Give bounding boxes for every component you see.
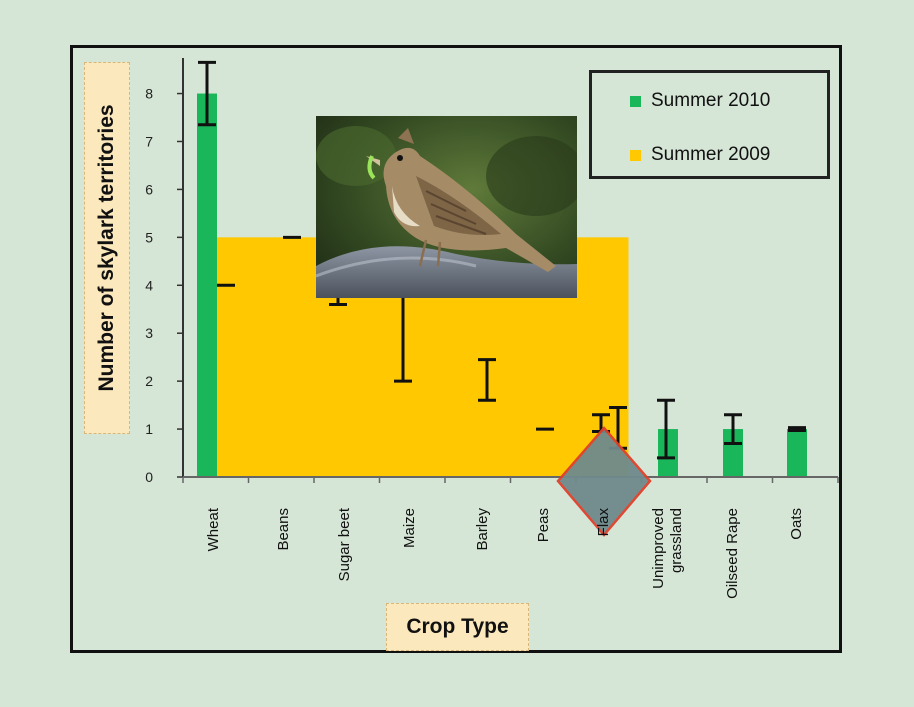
bar-2010-unimproved-grassland [658,429,678,477]
flax-diamond-marker [556,426,652,537]
legend: Summer 2010 Summer 2009 [589,70,830,179]
legend-item-2010: Summer 2010 [630,90,770,112]
y-axis-label: Number of skylark territories [95,104,118,392]
x-tick-label: Barley [474,508,491,551]
x-tick-label: Flax [595,508,612,537]
y-tick-label: 5 [145,229,153,245]
y-tick-label: 4 [145,277,153,293]
x-tick-label: Sugar beet [336,508,353,582]
x-tick-label: Oats [788,508,805,540]
x-tick-label: grassland [668,508,685,574]
y-tick-label: 2 [145,373,153,389]
bar-2010-wheat [197,93,217,477]
skylark-photo [316,116,577,298]
legend-label-2010: Summer 2010 [651,90,771,111]
y-tick-label: 8 [145,86,153,102]
bar-2010-oilseed-rape [723,429,743,477]
x-tick-label: Unimproved [650,508,667,589]
y-tick-label: 6 [145,181,153,197]
y-axis-label-box [84,62,130,434]
bar-2010-oats [787,429,807,477]
y-tick-label: 0 [145,469,153,485]
y-tick-label: 3 [145,325,153,341]
x-tick-label: Wheat [205,508,222,552]
x-tick-label: Maize [401,508,418,549]
legend-swatch-2010 [630,95,641,107]
y-tick-label: 1 [145,421,153,437]
legend-label-2009: Summer 2009 [651,144,771,165]
legend-item-2009: Summer 2009 [630,144,770,166]
bar-2009-wheat [216,237,276,477]
x-axis-label: Crop Type [386,603,529,651]
legend-swatch-2009 [630,149,641,161]
x-tick-label: Peas [535,508,552,543]
y-tick-label: 7 [145,133,153,149]
x-tick-label: Oilseed Rape [724,508,741,599]
x-tick-label: Beans [275,508,292,551]
